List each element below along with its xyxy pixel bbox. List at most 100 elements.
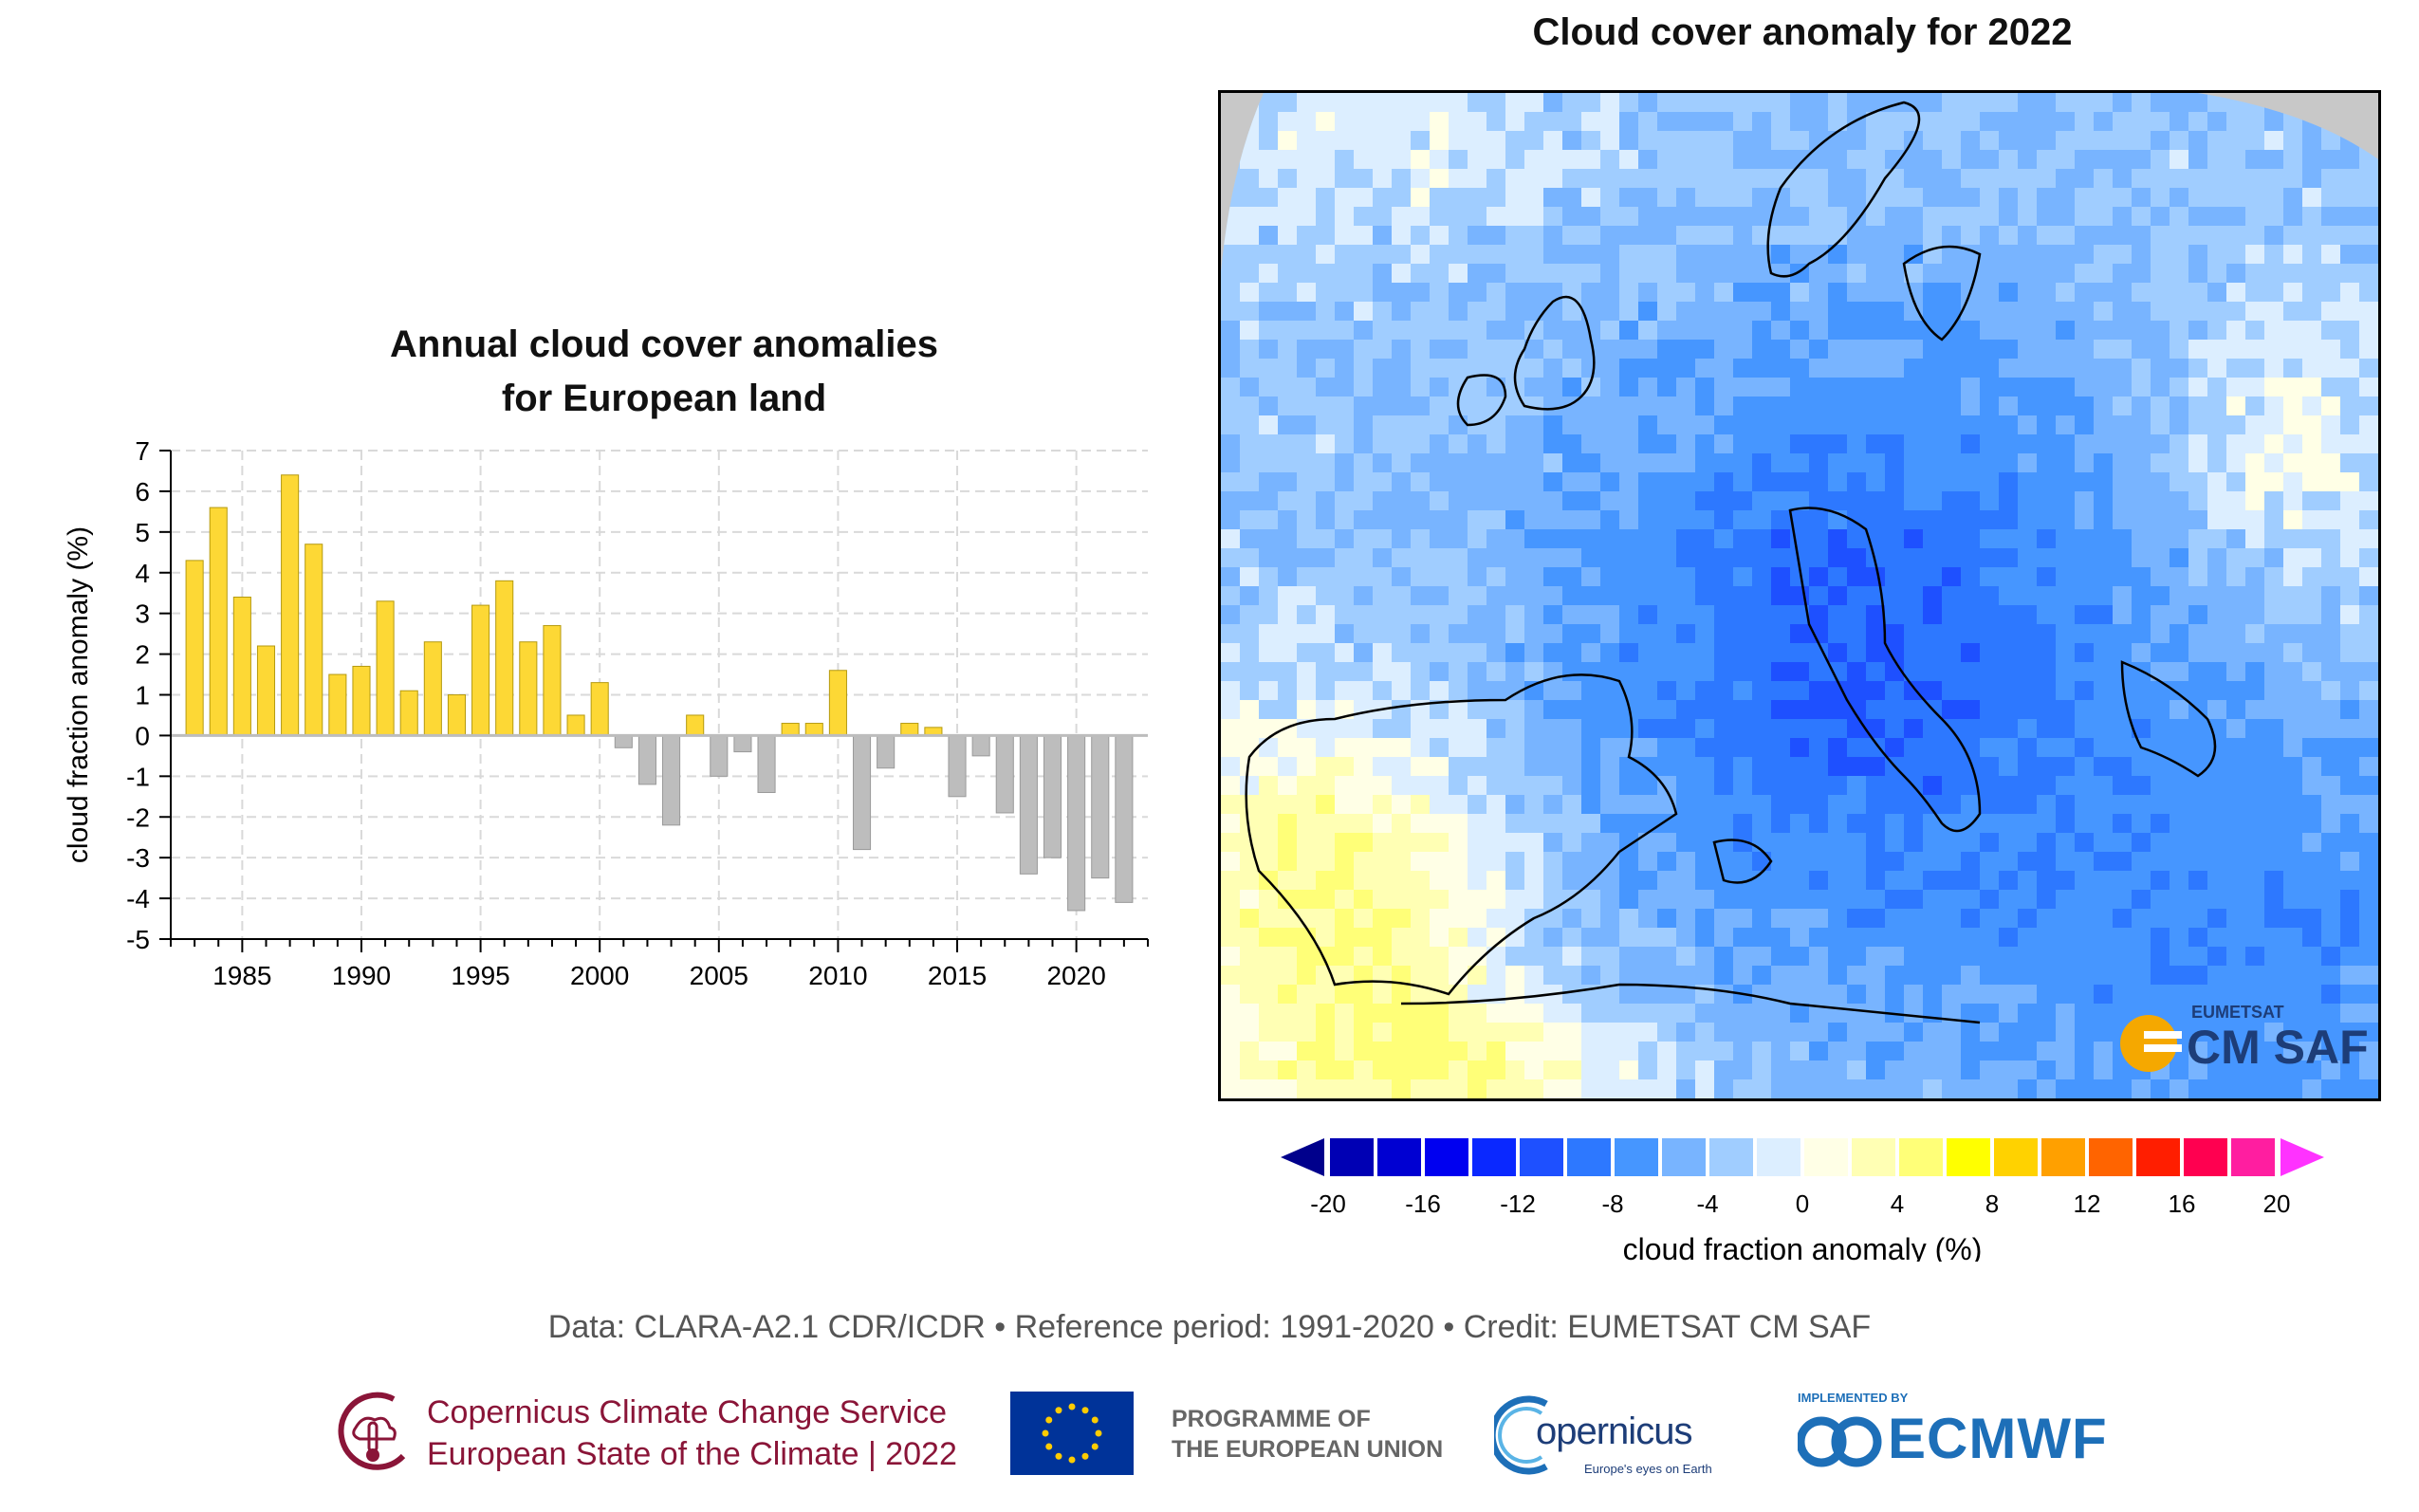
field-cell [2207,852,2227,872]
field-cell [2018,871,2038,891]
field-cell [1695,966,1715,986]
field-cell [2359,453,2378,473]
field-cell [1828,567,1848,587]
y-tick-label: 3 [135,599,150,629]
field-cell [1847,567,1867,587]
field-cell [2245,852,2265,872]
field-cell [1638,624,1658,644]
field-cell [1638,491,1658,511]
field-cell [2245,396,2265,416]
field-cell [1980,321,2000,341]
field-cell [1733,643,1753,663]
field-cell [1524,207,1544,227]
field-cell [1942,700,1962,720]
field-cell [1581,852,1601,872]
field-cell [1676,662,1696,682]
field-cell [2132,340,2151,360]
bar [1091,734,1110,879]
field-cell [1562,453,1582,473]
field-cell [2226,681,2246,701]
field-cell [2094,624,2114,644]
field-cell [1657,852,1677,872]
field-cell [2207,605,2227,625]
field-cell [1771,909,1791,929]
field-cell [1278,985,1298,1005]
field-cell [2132,415,2151,435]
field-cell [2113,928,2133,948]
field-cell [2302,359,2322,378]
field-cell [1638,93,1658,113]
field-cell [2170,738,2189,758]
field-cell [2113,245,2133,265]
field-cell [1999,93,2019,113]
field-cell [2037,131,2057,151]
colorbar-segment [1377,1138,1421,1176]
field-cell [1904,567,1924,587]
field-cell [1828,681,1848,701]
field-cell [2094,131,2114,151]
field-cell [2170,947,2189,967]
field-cell [1885,491,1905,511]
field-cell [1714,302,1734,322]
field-cell [2245,681,2265,701]
field-cell [1885,378,1905,397]
field-cell [1828,226,1848,246]
field-cell [1354,264,1374,284]
field-cell [2359,966,2378,986]
field-cell [1449,586,1468,606]
field-cell [1449,681,1468,701]
field-cell [1486,112,1506,132]
field-cell [2283,662,2303,682]
field-cell [1600,283,1620,303]
field-cell [1771,947,1791,967]
field-cell [1392,264,1412,284]
field-cell [1771,643,1791,663]
field-cell [1373,434,1393,454]
field-cell [1828,966,1848,986]
field-cell [2075,529,2095,549]
field-cell [1581,245,1601,265]
field-cell [1430,966,1450,986]
field-cell [1600,491,1620,511]
field-cell [1297,472,1317,492]
field-cell [2264,453,2284,473]
field-cell [1866,719,1886,739]
field-cell [1373,453,1393,473]
field-cell [1752,1079,1772,1098]
field-cell [1771,852,1791,872]
field-cell [1449,283,1468,303]
field-cell [1866,871,1886,891]
field-cell [2302,510,2322,530]
sun-icon [2120,1015,2182,1072]
field-cell [1240,150,1260,170]
field-cell [2340,1004,2360,1023]
field-cell [1866,1042,1886,1061]
field-cell [1695,757,1715,777]
field-cell [2245,871,2265,891]
field-cell [2340,434,2360,454]
field-cell [1600,928,1620,948]
field-cell [1373,890,1393,910]
field-cell [2226,207,2246,227]
field-cell [1847,245,1867,265]
field-cell [1961,472,1981,492]
field-cell [2151,188,2170,208]
field-cell [1486,605,1506,625]
field-cell [1411,738,1431,758]
field-cell [1581,510,1601,530]
field-cell [2188,112,2208,132]
field-cell [2075,643,2095,663]
field-cell [1790,245,1810,265]
field-cell [1942,871,1962,891]
field-cell [1581,1060,1601,1080]
field-cell [1259,112,1279,132]
field-cell [1619,985,1639,1005]
field-cell [1809,890,1829,910]
field-cell [2151,909,2170,929]
field-cell [1278,415,1298,435]
field-cell [2075,719,2095,739]
field-cell [1923,264,1943,284]
data-credit: Data: CLARA-A2.1 CDR/ICDR • Reference pe… [547,1309,1872,1345]
bar [852,734,872,851]
